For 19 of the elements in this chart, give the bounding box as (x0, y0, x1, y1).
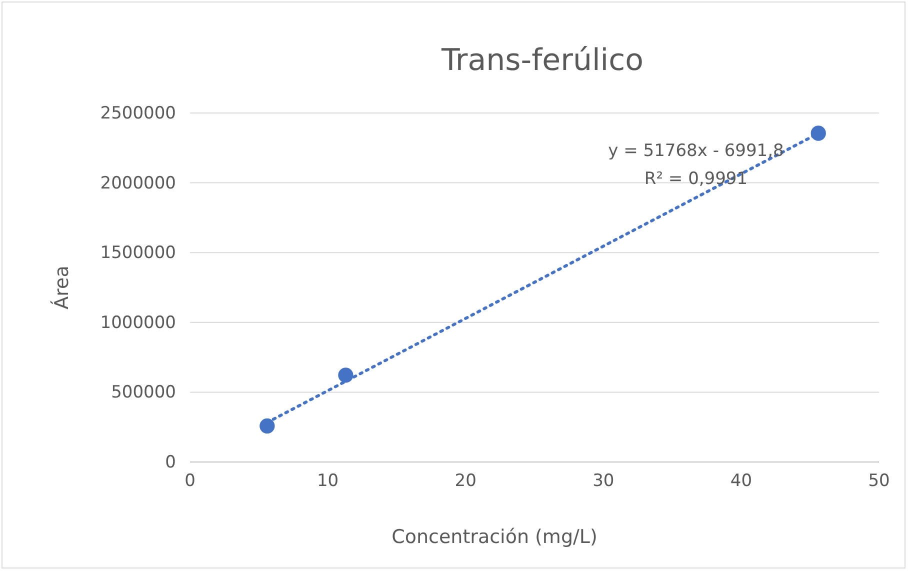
y-tick-label: 2000000 (100, 173, 176, 194)
y-tick-label: 0 (165, 452, 176, 472)
point (810, 126, 826, 141)
x-tick-label: 40 (730, 471, 752, 492)
chart-title: Trans-ferúlico (440, 43, 644, 78)
point (338, 368, 354, 383)
y-tick-label: 500000 (111, 382, 176, 403)
x-tick-label: 50 (868, 471, 890, 492)
y-tick-label: 2500000 (100, 103, 176, 124)
x-tick-label: 10 (316, 471, 339, 492)
x-tick-label: 0 (184, 471, 196, 492)
y-tick-label: 1500000 (100, 243, 176, 264)
y-tick-label: 1000000 (100, 312, 176, 333)
x-axis-title: Concentración (mg/L) (392, 526, 598, 548)
x-tick-label: 30 (592, 471, 614, 492)
annotation: y = 51768x - 6991,8 (608, 141, 784, 161)
point (260, 418, 275, 434)
x-tick-label: 20 (454, 471, 476, 492)
y-axis-title: Área (50, 266, 73, 310)
